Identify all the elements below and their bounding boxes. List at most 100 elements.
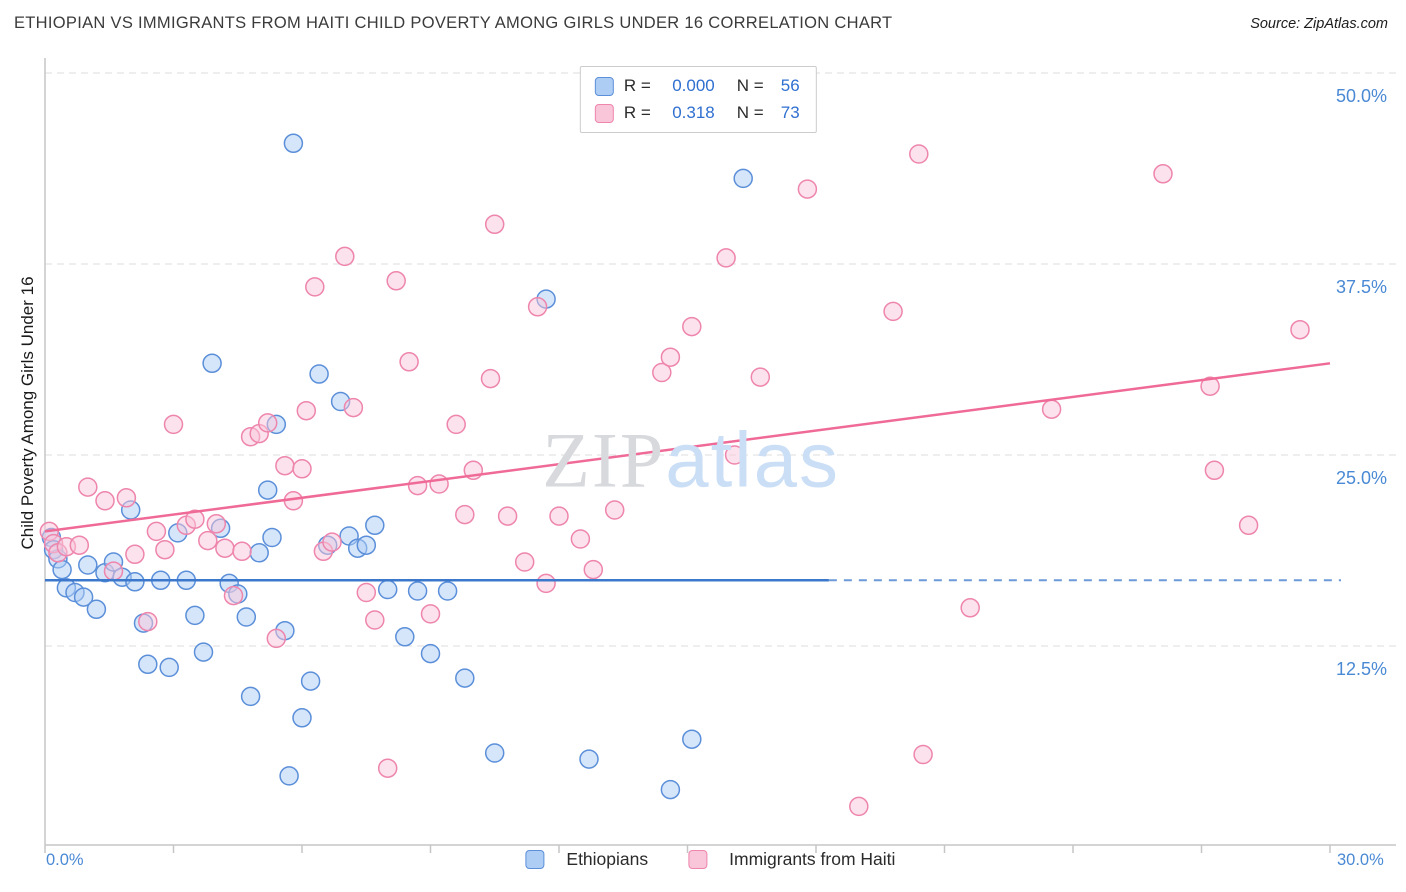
scatter-point-ethiopians	[455, 668, 475, 688]
r-value-ethiopians: 0.000	[672, 76, 715, 95]
n-value-ethiopians: 56	[780, 76, 800, 95]
r-label: R =	[623, 103, 651, 122]
scatter-point-haiti	[257, 413, 278, 433]
scatter-point-ethiopians	[377, 579, 398, 600]
scatter-point-haiti	[305, 277, 325, 297]
scatter-point-haiti	[484, 214, 505, 235]
scatter-point-haiti	[78, 477, 98, 497]
scatter-point-haiti	[185, 509, 205, 529]
scatter-point-ethiopians	[395, 627, 415, 647]
scatter-point-ethiopians	[236, 607, 257, 627]
x-tick-min: 0.0%	[46, 851, 84, 869]
scatter-point-haiti	[429, 474, 449, 494]
scatter-point-haiti	[849, 796, 869, 817]
trend-line	[44, 362, 1331, 533]
scatter-point-haiti	[913, 744, 933, 765]
scatter-point-haiti	[138, 611, 158, 632]
scatter-point-haiti	[232, 541, 252, 562]
scatter-point-haiti	[365, 610, 385, 630]
scatter-point-ethiopians	[249, 543, 269, 563]
haiti-swatch-icon	[594, 103, 614, 123]
stats-row-ethiopians: R = 0.000 N = 56	[594, 76, 800, 96]
scatter-point-haiti	[480, 368, 501, 389]
scatter-point-ethiopians	[78, 555, 98, 575]
scatter-point-haiti	[155, 539, 175, 560]
scatter-point-haiti	[682, 316, 702, 337]
y-axis-title: Child Poverty Among Girls Under 16	[18, 276, 37, 550]
scatter-point-ethiopians	[138, 654, 158, 675]
scatter-point-haiti	[909, 144, 929, 164]
scatter-point-haiti	[399, 352, 419, 372]
scatter-point-ethiopians	[300, 671, 321, 691]
scatter-point-haiti	[797, 179, 818, 199]
scatter-point-ethiopians	[682, 729, 702, 749]
y-tick-25: 25.0%	[1336, 468, 1388, 488]
stats-row-haiti: R = 0.318 N = 73	[594, 103, 800, 123]
scatter-point-ethiopians	[733, 168, 753, 189]
stats-legend-box: R = 0.000 N = 56 R = 0.318 N = 73	[579, 66, 817, 133]
scatter-point-haiti	[356, 582, 377, 603]
scatter-point-haiti	[292, 459, 312, 479]
y-tick-12-5: 12.5%	[1336, 659, 1388, 679]
scatter-point-ethiopians	[73, 587, 94, 607]
scatter-point-haiti	[198, 530, 218, 551]
scatter-point-haiti	[125, 544, 145, 565]
zipatlas-watermark: ZIPatlas	[542, 415, 840, 506]
scatter-point-haiti	[570, 529, 591, 549]
scatter-point-haiti	[1204, 460, 1225, 481]
ethiopians-legend-swatch-icon	[525, 850, 545, 869]
scatter-point-haiti	[146, 521, 167, 542]
scatter-point-haiti	[1290, 319, 1310, 340]
scatter-point-haiti	[420, 604, 441, 624]
scatter-point-ethiopians	[407, 581, 428, 601]
scatter-point-ethiopians	[257, 480, 278, 500]
scatter-point-haiti	[1200, 376, 1220, 396]
scatter-point-haiti	[1238, 515, 1259, 536]
scatter-point-ethiopians	[420, 643, 441, 664]
scatter-point-haiti	[116, 488, 137, 508]
ethiopians-swatch-icon	[594, 76, 614, 96]
source-label: Source: ZipAtlas.com	[1250, 16, 1388, 32]
haiti-legend-label: Immigrants from Haiti	[729, 849, 896, 869]
scatter-point-haiti	[206, 514, 227, 534]
scatter-point-ethiopians	[125, 572, 145, 592]
scatter-point-ethiopians	[283, 133, 304, 154]
n-label: N =	[736, 76, 764, 95]
scatter-point-ethiopians	[365, 515, 385, 536]
scatter-point-ethiopians	[262, 527, 282, 548]
scatter-point-haiti	[455, 504, 475, 525]
scatter-point-haiti	[377, 758, 398, 778]
scatter-point-haiti	[527, 297, 548, 317]
scatter-point-haiti	[750, 367, 771, 387]
scatter-point-haiti	[275, 455, 295, 476]
ethiopians-legend-label: Ethiopians	[566, 849, 649, 869]
n-value-haiti: 73	[780, 103, 800, 122]
scatter-point-haiti	[514, 552, 535, 572]
scatter-point-ethiopians	[579, 749, 599, 769]
scatter-point-haiti	[1153, 164, 1173, 184]
scatter-point-haiti	[296, 400, 317, 421]
r-label: R =	[623, 76, 651, 95]
scatter-point-haiti	[1041, 399, 1062, 419]
scatter-point-ethiopians	[159, 657, 179, 678]
scatter-point-ethiopians	[52, 559, 72, 580]
scatter-point-haiti	[497, 506, 518, 526]
scatter-point-haiti	[69, 535, 90, 555]
scatter-point-ethiopians	[86, 599, 107, 620]
scatter-point-haiti	[660, 347, 681, 367]
scatter-point-haiti	[724, 445, 745, 465]
scatter-point-ethiopians	[193, 642, 214, 662]
series-legend: Ethiopians Immigrants from Haiti	[525, 849, 895, 870]
x-tick-max: 30.0%	[1337, 851, 1384, 869]
scatter-point-haiti	[163, 414, 184, 435]
scatter-point-ethiopians	[309, 364, 329, 384]
scatter-point-ethiopians	[484, 743, 505, 763]
scatter-point-haiti	[386, 271, 406, 291]
scatter-point-haiti	[266, 628, 287, 649]
scatter-point-ethiopians	[356, 535, 377, 555]
y-tick-50: 50.0%	[1336, 86, 1388, 106]
scatter-point-haiti	[215, 538, 235, 558]
scatter-point-haiti	[335, 246, 355, 267]
scatter-point-ethiopians	[437, 581, 458, 601]
